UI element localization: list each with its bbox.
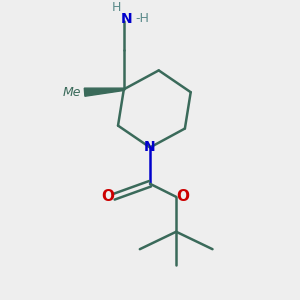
- Polygon shape: [84, 88, 124, 96]
- Text: O: O: [176, 189, 189, 204]
- Text: N: N: [144, 140, 156, 154]
- Text: N: N: [121, 12, 133, 26]
- Text: -H: -H: [136, 12, 150, 25]
- Text: H: H: [112, 2, 121, 14]
- Text: Me: Me: [62, 86, 81, 99]
- Text: O: O: [101, 189, 114, 204]
